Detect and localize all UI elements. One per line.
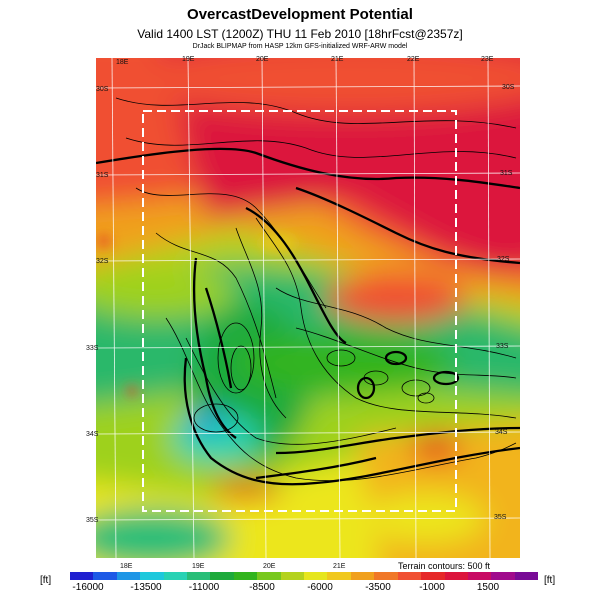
chart-title: OvercastDevelopment Potential [187,6,413,23]
colorbar-swatch [280,572,305,580]
lat-label-right-35s: 35S [494,514,507,521]
colorbar-swatch [233,572,258,580]
graticule [96,58,520,558]
lon-label-bottom-19e: 19E [192,563,205,570]
colorbar-swatch [140,572,164,580]
lat-label-right-32s: 32S [497,256,510,263]
lat-label-left-33s: 33S [86,345,99,352]
colorbar-swatch [467,572,492,580]
colorbar-swatch [421,572,445,580]
lon-label-bottom-18e: 18E [120,563,133,570]
bold-contours [96,147,520,486]
lon-label-top-20e: 20E [256,56,269,63]
lon-label-top-23e: 23E [481,56,494,63]
colorbar-swatch [514,572,539,580]
lat-label-left-34s: 34S [86,431,99,438]
lon-label-top-19e: 19E [182,56,195,63]
lat-label-right-31s: 31S [500,170,513,177]
colorbar-tick-label: -8500 [249,582,275,593]
colorbar-swatch [257,572,281,580]
colorbar [70,572,539,580]
lat-label-left-31s: 31S [96,172,109,179]
colorbar-unit-left: [ft] [40,575,52,586]
colorbar-swatch [187,572,211,580]
colorbar-swatch [116,572,141,580]
lat-label-right-33s: 33S [496,343,509,350]
colorbar-swatch [350,572,375,580]
colorbar-tick-label: -13500 [130,582,162,593]
forecast-map [96,58,520,558]
lat-label-left-32s: 32S [96,258,109,265]
valid-time-line: Valid 1400 LST (1200Z) THU 11 Feb 2010 [… [137,27,463,41]
colorbar-swatch [397,572,422,580]
colorbar-swatch [304,572,328,580]
colorbar-swatch [491,572,515,580]
colorbar-swatch [444,572,468,580]
map-field [96,58,520,558]
lon-label-top-21e: 21E [331,56,344,63]
lat-label-left-30s: 30S [96,86,109,93]
lon-label-bottom-21e: 21E [333,563,346,570]
lat-label-left-35s: 35S [86,517,99,524]
colorbar-swatch [374,572,398,580]
lon-label-top-22e: 22E [407,56,420,63]
colorbar-swatch [210,572,234,580]
colorbar-swatch [163,572,188,580]
lon-label-top-18e: 18E [116,59,129,66]
colorbar-tick-label: 1500 [476,582,500,593]
colorbar-swatch [70,572,94,580]
colorbar-tick-label: -3500 [365,582,391,593]
domain-box [142,110,457,512]
colorbar-tick-label: -16000 [72,582,104,593]
colorbar-swatch [93,572,117,580]
colorbar-tick-label: -11000 [188,582,220,593]
lon-label-bottom-20e: 20E [263,563,276,570]
colorbar-unit-right: [ft] [544,575,556,586]
colorbar-swatch [327,572,351,580]
colorbar-tick-label: -1000 [419,582,445,593]
terrain-contour-note: Terrain contours: 500 ft [398,561,491,571]
lat-label-right-34s: 34S [495,429,508,436]
source-line: DrJack BLIPMAP from HASP 12km GFS-initia… [192,43,408,50]
lat-label-right-30s: 30S [502,84,515,91]
colorbar-tick-label: -6000 [307,582,333,593]
